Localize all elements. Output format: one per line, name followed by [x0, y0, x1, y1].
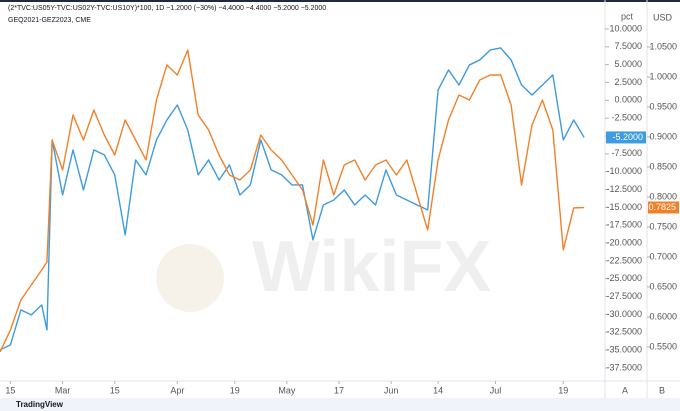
- y-tick-label: -20.0000: [606, 237, 642, 247]
- x-tick-label: 15: [5, 385, 15, 395]
- footer-bar: [0, 398, 680, 411]
- y-tick-label: 5.0000: [614, 59, 642, 69]
- y-tick-label: 10.0000: [609, 23, 642, 33]
- x-tick-label: Jul: [490, 385, 502, 395]
- x-tick-label: 14: [433, 385, 443, 395]
- x-tick-label: 15: [110, 385, 120, 395]
- y2-axis-label: USD: [653, 12, 673, 22]
- y-tick-label: -12.5000: [606, 184, 642, 194]
- y2-tick-label: 0.6500: [649, 281, 677, 291]
- chart-subtitle: GEQ2021-GEZ2023, CME: [8, 17, 91, 24]
- y2-tick-label: 0.9500: [649, 101, 677, 111]
- watermark-logo: [156, 244, 224, 312]
- y2-tick-label: 0.7500: [649, 221, 677, 231]
- scale-button[interactable]: A: [622, 385, 628, 395]
- x-tick-label: 19: [558, 385, 568, 395]
- axes: 10.0000 7.5000 5.0000 2.5000 0.0000 -2.5000 -5…: [5, 23, 677, 395]
- chart-header: (2*TVC:US05Y-TVC:US02Y-TVC:US10Y)*100, 1…: [8, 5, 326, 12]
- x-tick-label: Mar: [55, 385, 71, 395]
- y2-tick-label: 0.5500: [649, 341, 677, 351]
- scale-button[interactable]: B: [659, 385, 665, 395]
- x-tick-label: 19: [230, 385, 240, 395]
- last-value-tag: [606, 131, 646, 144]
- y-tick-label: -32.5000: [606, 327, 642, 337]
- last-value-label: 0.7825: [648, 202, 676, 212]
- y2-tick-label: 0.9000: [649, 131, 677, 141]
- x-tick-label: 17: [334, 385, 344, 395]
- x-tick-label: Apr: [170, 385, 184, 395]
- y2-tick-label: 0.8500: [649, 161, 677, 171]
- watermark-text: WikiFX: [252, 227, 491, 307]
- y-tick-label: -2.5000: [611, 113, 642, 123]
- y2-tick-label: 1.0500: [649, 41, 677, 51]
- y-tick-label: -37.5000: [606, 362, 642, 372]
- series-line: [0, 47, 585, 351]
- last-value-label: -5.2000: [612, 132, 643, 142]
- y-axis-label: pct: [621, 11, 634, 21]
- y-tick-label: 2.5000: [614, 77, 642, 87]
- footer-brand: TradingView: [16, 400, 64, 409]
- y2-tick-label: 0.7000: [649, 251, 677, 261]
- x-tick-label: May: [278, 385, 296, 395]
- y-tick-label: -35.0000: [606, 344, 642, 354]
- x-tick-label: Jun: [384, 385, 399, 395]
- y2-tick-label: 1.0000: [649, 71, 677, 81]
- y-tick-label: -7.5000: [611, 148, 642, 158]
- last-value-tag: [648, 201, 679, 214]
- y-tick-label: -15.0000: [606, 202, 642, 212]
- y-tick-label: -22.5000: [606, 255, 642, 265]
- series-line: [0, 49, 585, 353]
- watermark: WikiFX: [156, 227, 491, 312]
- top-border: [0, 0, 680, 2]
- y-tick-label: -17.5000: [606, 220, 642, 230]
- y-tick-label: -30.0000: [606, 309, 642, 319]
- y2-tick-label: 0.6000: [649, 311, 677, 321]
- y-tick-label: -10.0000: [606, 166, 642, 176]
- y2-tick-label: 0.8000: [649, 191, 677, 201]
- y-tick-label: -27.5000: [606, 291, 642, 301]
- y-tick-label: 0.0000: [614, 95, 642, 105]
- y-tick-label: 7.5000: [614, 41, 642, 51]
- y-tick-label: -25.0000: [606, 273, 642, 283]
